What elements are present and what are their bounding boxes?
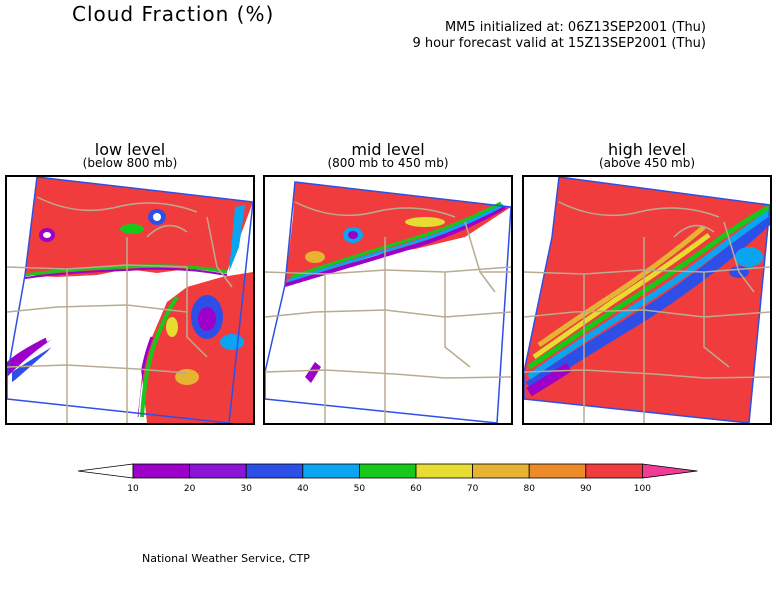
mid-state-borders bbox=[265, 201, 511, 423]
high-cloud-cyan-band bbox=[527, 209, 770, 380]
low-level-map bbox=[7, 177, 253, 423]
low-cloud-hole-2-center bbox=[153, 213, 161, 221]
low-domain-boundary bbox=[7, 177, 253, 423]
legend-swatch bbox=[189, 463, 247, 479]
high-cloud-green-band bbox=[527, 204, 770, 370]
legend-swatch bbox=[415, 463, 473, 479]
legend-tick-label: 40 bbox=[297, 484, 309, 494]
legend-swatch bbox=[528, 463, 587, 479]
high-level-map bbox=[524, 177, 770, 423]
legend-swatch bbox=[245, 463, 304, 479]
legend-swatch bbox=[585, 463, 643, 479]
chart-title: Cloud Fraction (%) bbox=[72, 2, 275, 26]
mid-cloud-purple-patch bbox=[348, 231, 358, 239]
mid-cloud-yellow-patch bbox=[405, 217, 445, 227]
panel-title-mid: mid level bbox=[351, 140, 425, 159]
low-cloud-se-yellow-2 bbox=[166, 317, 178, 337]
legend-tick-label: 30 bbox=[240, 484, 252, 494]
panel-title-low: low level bbox=[94, 140, 166, 159]
legend-swatch bbox=[358, 463, 417, 479]
high-domain-boundary bbox=[524, 177, 770, 423]
legend-swatch bbox=[472, 463, 530, 479]
panel-subtitle-high: (above 450 mb) bbox=[599, 156, 695, 170]
high-cloud-orange-band bbox=[537, 225, 706, 348]
high-cloud-purple-tail bbox=[526, 362, 572, 397]
high-state-borders bbox=[524, 201, 770, 423]
mid-cloud-edge-green bbox=[290, 201, 502, 279]
low-cloud-se-purple bbox=[198, 307, 216, 331]
low-clear-region bbox=[7, 273, 187, 423]
legend-tick-label: 70 bbox=[467, 484, 479, 494]
low-state-borders bbox=[7, 196, 233, 423]
forecast-info: MM5 initialized at: 06Z13SEP2001 (Thu) 9… bbox=[412, 20, 706, 52]
low-cloud-patch-1 bbox=[120, 224, 144, 234]
legend-tick-label: 60 bbox=[410, 484, 422, 494]
legend-tick-label: 50 bbox=[354, 484, 366, 494]
panel-subtitle-mid: (800 mb to 450 mb) bbox=[327, 156, 449, 170]
valid-line: 9 hour forecast valid at 15Z13SEP2001 (T… bbox=[412, 36, 706, 51]
legend-tick-label: 80 bbox=[523, 484, 535, 494]
mid-level-map bbox=[265, 181, 511, 423]
legend-swatch bbox=[302, 463, 360, 479]
legend-arrow-high bbox=[642, 463, 698, 479]
low-cloud-se-cyan bbox=[220, 334, 244, 350]
legend-swatch bbox=[132, 463, 190, 479]
legend-tick-label: 20 bbox=[184, 484, 196, 494]
low-cloud-se-yellow bbox=[175, 369, 199, 385]
map-panel-mid-level bbox=[263, 175, 513, 425]
low-cloud-hole-1-center bbox=[43, 232, 51, 238]
low-cloud-se-edge bbox=[140, 295, 179, 418]
mid-cloud-orange-patch bbox=[305, 251, 325, 263]
legend-tick-label: 100 bbox=[634, 484, 651, 494]
color-legend: 10 20 30 40 50 60 70 80 90 100 bbox=[77, 462, 708, 506]
mid-cloud-edge-cyan bbox=[286, 203, 504, 283]
map-panel-high-level bbox=[522, 175, 772, 425]
init-line: MM5 initialized at: 06Z13SEP2001 (Thu) bbox=[444, 20, 706, 35]
panel-subtitle-low: (below 800 mb) bbox=[82, 156, 178, 170]
low-cloud-coast bbox=[229, 205, 245, 272]
color-legend-bar: 10 20 30 40 50 60 70 80 90 100 bbox=[77, 463, 698, 494]
legend-tick-label: 90 bbox=[580, 484, 592, 494]
high-cloud-cyan-patch bbox=[735, 247, 763, 267]
panel-title-high: high level bbox=[607, 140, 686, 159]
mid-cloud-small-patch bbox=[305, 362, 321, 383]
mid-domain-boundary bbox=[265, 181, 511, 423]
legend-arrow-low bbox=[77, 463, 134, 479]
map-panel-low-level bbox=[5, 175, 255, 425]
high-cloud-yellow-band bbox=[532, 232, 711, 360]
legend-tick-label: 10 bbox=[127, 484, 139, 494]
high-cloud-blue-band bbox=[525, 212, 770, 392]
credit-text: National Weather Service, CTP bbox=[142, 552, 310, 565]
